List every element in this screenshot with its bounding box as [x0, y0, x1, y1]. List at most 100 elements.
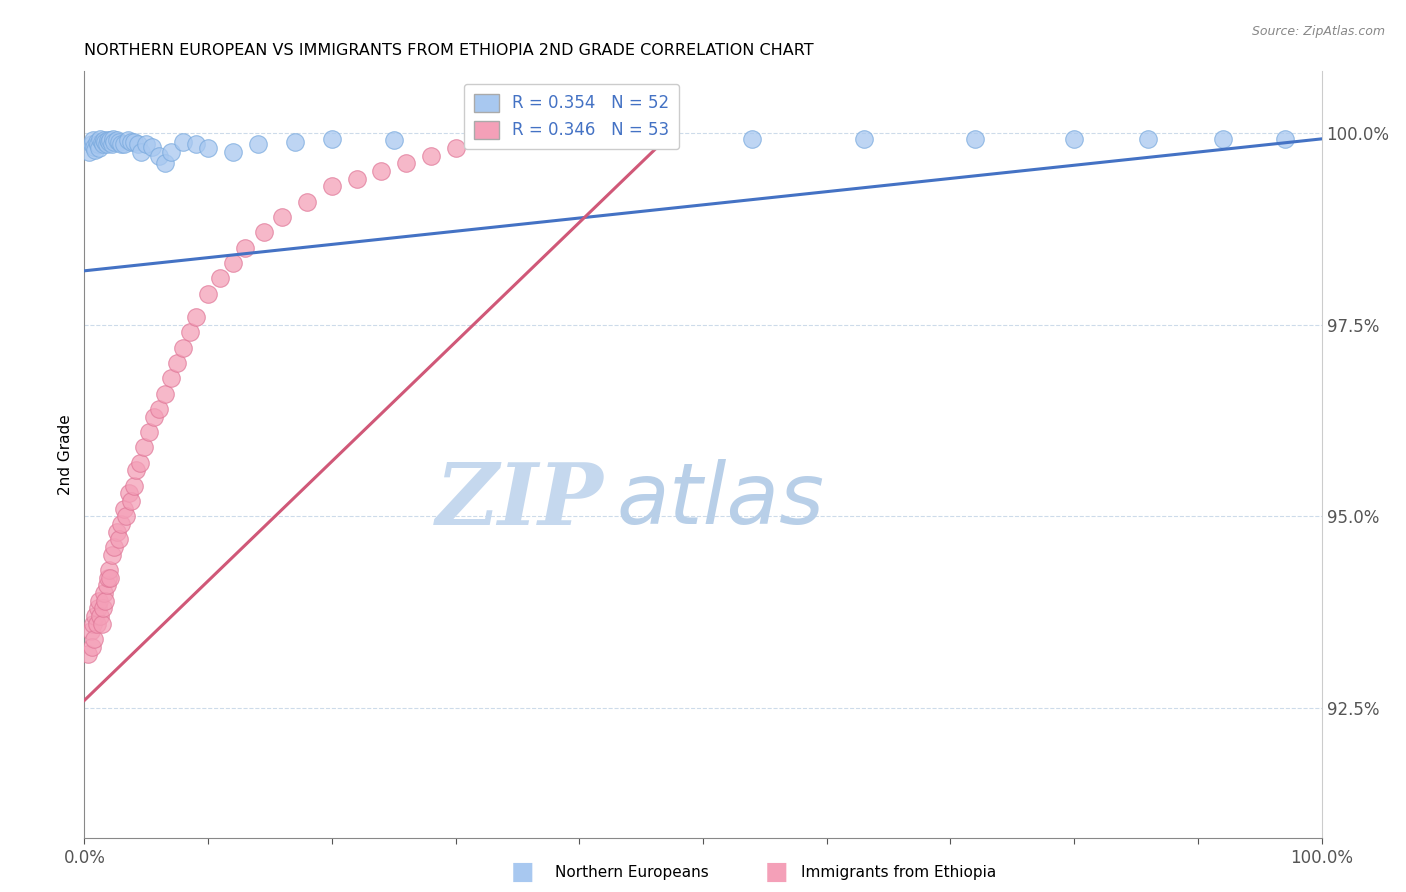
Point — [135, 137, 157, 152]
Point — [129, 456, 152, 470]
Point — [179, 325, 201, 339]
Point — [89, 141, 111, 155]
Point — [105, 524, 128, 539]
Point — [346, 171, 368, 186]
Point — [965, 132, 987, 146]
Point — [643, 132, 665, 146]
Point — [197, 286, 219, 301]
Point — [117, 133, 139, 147]
Point — [120, 494, 142, 508]
Point — [86, 616, 108, 631]
Point — [129, 145, 152, 159]
Point — [253, 226, 276, 240]
Point — [93, 133, 115, 147]
Point — [98, 563, 121, 577]
Point — [222, 256, 245, 270]
Point — [103, 540, 125, 554]
Point — [87, 601, 110, 615]
Text: ■: ■ — [765, 861, 787, 884]
Point — [101, 132, 124, 146]
Point — [166, 356, 188, 370]
Point — [246, 137, 269, 152]
Point — [395, 156, 418, 170]
Point — [1212, 132, 1234, 146]
Point — [84, 609, 107, 624]
Point — [89, 132, 111, 146]
Point — [110, 137, 132, 152]
Point — [125, 463, 148, 477]
Text: ZIP: ZIP — [436, 459, 605, 542]
Point — [470, 133, 492, 147]
Point — [295, 194, 318, 209]
Point — [94, 593, 117, 607]
Point — [321, 132, 343, 146]
Point — [105, 133, 128, 147]
Point — [91, 137, 114, 152]
Y-axis label: 2nd Grade: 2nd Grade — [58, 415, 73, 495]
Point — [96, 578, 118, 592]
Point — [132, 440, 155, 454]
Point — [138, 425, 160, 439]
Point — [127, 137, 149, 152]
Point — [80, 137, 103, 152]
Point — [87, 137, 110, 152]
Point — [555, 133, 578, 147]
Point — [91, 601, 114, 615]
Point — [284, 135, 307, 149]
Point — [94, 135, 117, 149]
Point — [222, 145, 245, 159]
Point — [122, 135, 145, 149]
Point — [80, 640, 103, 654]
Point — [86, 135, 108, 149]
Point — [741, 132, 763, 146]
Point — [98, 571, 121, 585]
Point — [100, 137, 122, 152]
Point — [97, 133, 120, 147]
Point — [98, 133, 121, 147]
Point — [77, 648, 100, 662]
Point — [103, 135, 125, 149]
Point — [271, 210, 294, 224]
Point — [1137, 132, 1160, 146]
Point — [1274, 132, 1296, 146]
Point — [79, 145, 101, 159]
Point — [160, 371, 183, 385]
Point — [83, 139, 105, 153]
Text: Immigrants from Ethiopia: Immigrants from Ethiopia — [801, 865, 997, 880]
Text: Northern Europeans: Northern Europeans — [555, 865, 709, 880]
Point — [79, 624, 101, 639]
Point — [444, 141, 467, 155]
Point — [321, 179, 343, 194]
Point — [98, 135, 121, 149]
Text: atlas: atlas — [616, 459, 824, 542]
Point — [120, 135, 142, 149]
Point — [108, 135, 131, 149]
Point — [148, 401, 170, 416]
Point — [82, 616, 104, 631]
Point — [112, 137, 135, 152]
Point — [89, 609, 111, 624]
Point — [108, 533, 131, 547]
Point — [82, 133, 104, 147]
Point — [852, 132, 875, 146]
Point — [100, 548, 122, 562]
Point — [370, 164, 392, 178]
Point — [184, 310, 207, 324]
Point — [83, 632, 105, 646]
Point — [122, 478, 145, 492]
Point — [382, 133, 405, 147]
Point — [97, 571, 120, 585]
Point — [90, 616, 112, 631]
Point — [84, 143, 107, 157]
Text: Source: ZipAtlas.com: Source: ZipAtlas.com — [1251, 25, 1385, 38]
Legend: R = 0.354   N = 52, R = 0.346   N = 53: R = 0.354 N = 52, R = 0.346 N = 53 — [464, 84, 679, 149]
Point — [172, 135, 194, 149]
Point — [1063, 132, 1085, 146]
Point — [118, 486, 141, 500]
Point — [112, 501, 135, 516]
Point — [419, 149, 441, 163]
Text: ■: ■ — [512, 861, 534, 884]
Point — [172, 341, 194, 355]
Point — [209, 271, 232, 285]
Point — [233, 241, 256, 255]
